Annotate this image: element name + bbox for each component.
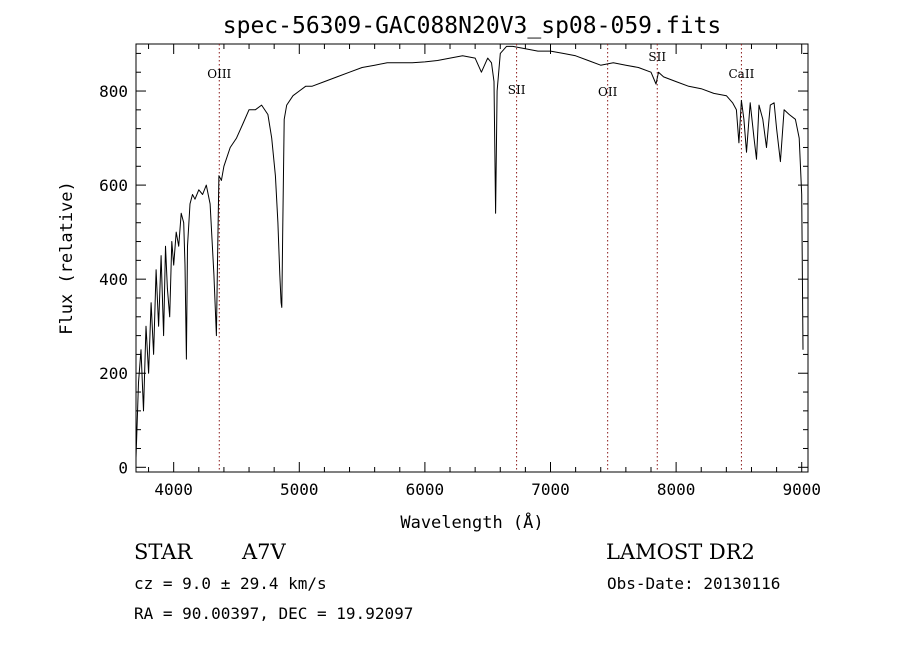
line-markers: OIII SII OII SII CaII [207, 44, 755, 472]
plot-frame [135, 43, 809, 473]
obs-date-text: Obs-Date: 20130116 [607, 574, 781, 593]
x-axis-label: Wavelength (Å) [400, 511, 543, 533]
x-tick-label: 8000 [657, 480, 696, 499]
x-tick-label: 9000 [782, 480, 821, 499]
line-marker-label: SII [508, 83, 526, 97]
x-tick-label: 6000 [406, 480, 445, 499]
line-marker-label: CaII [729, 67, 755, 81]
line-marker-label: OIII [207, 67, 231, 81]
y-tick-label: 0 [118, 458, 128, 477]
y-tick-label: 200 [99, 364, 128, 383]
chart-title: spec-56309-GAC088N20V3_sp08-059.fits [223, 13, 722, 39]
line-marker-label: OII [598, 85, 618, 99]
spectrum-series-line [135, 45, 804, 458]
survey-name: LAMOST DR2 [606, 540, 755, 564]
redshift-text: cz = 9.0 ± 29.4 km/s [134, 574, 327, 593]
line-marker-label: SII [648, 50, 666, 64]
x-tick-label: 7000 [531, 480, 570, 499]
spectral-subclass: A7V [242, 540, 286, 564]
object-class: STAR [134, 540, 193, 564]
y-tick-label: 600 [99, 176, 128, 195]
y-tick-label: 800 [99, 82, 128, 101]
x-tick-label: 5000 [280, 480, 319, 499]
y-axis-label: Flux (relative) [57, 181, 77, 335]
coordinates-text: RA = 90.00397, DEC = 19.92097 [134, 604, 414, 623]
plot-area [135, 45, 804, 458]
x-tick-label: 4000 [154, 480, 193, 499]
y-tick-label: 400 [99, 270, 128, 289]
axes: 4000 5000 6000 7000 8000 9000 0 200 400 600 800 [99, 43, 821, 499]
